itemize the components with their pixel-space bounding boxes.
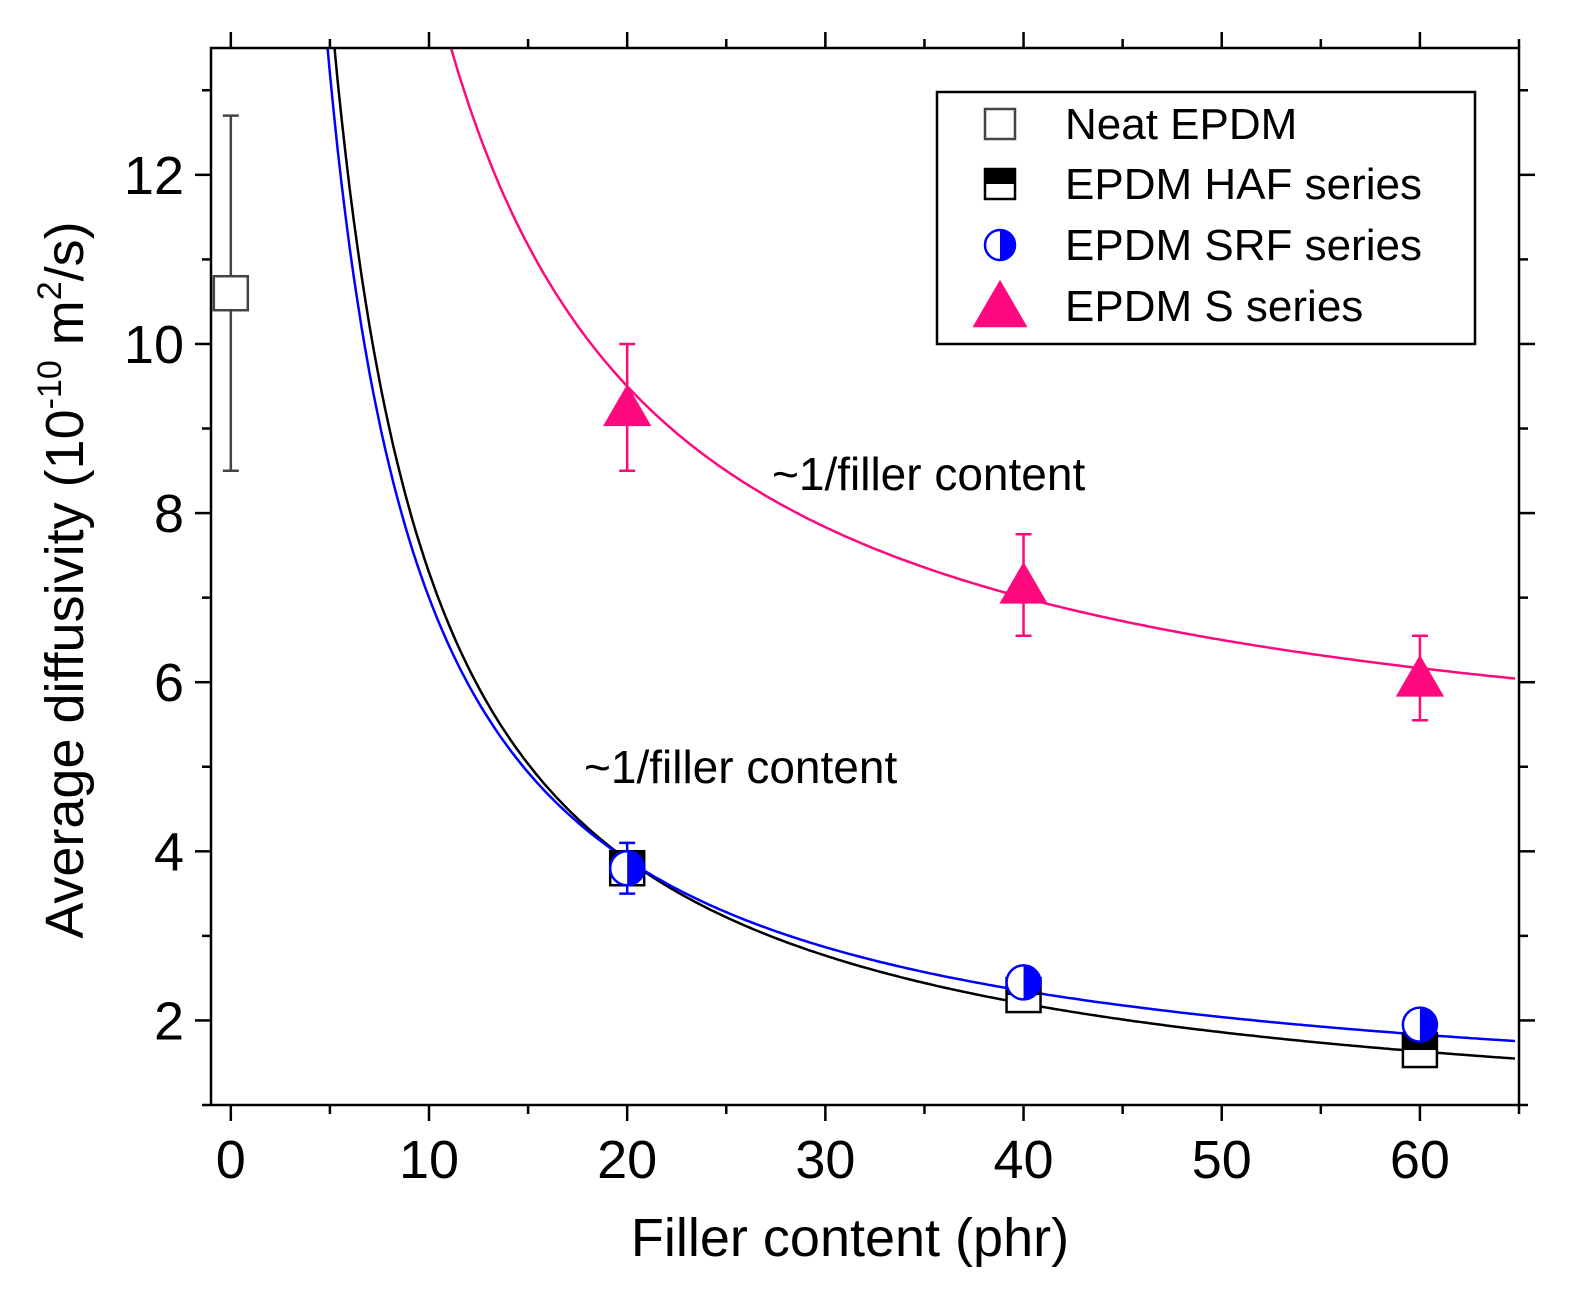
legend-marker-epdm-haf-series	[983, 167, 1017, 201]
y-tick-label: 6	[154, 653, 184, 713]
x-axis-title: Filler content (phr)	[631, 1208, 1069, 1268]
y-tick-label: 8	[154, 484, 184, 544]
legend-label-s: EPDM S series	[1065, 282, 1363, 331]
x-tick-label: 0	[216, 1130, 246, 1190]
y-axis-title-main: Average diffusivity (10	[35, 409, 95, 938]
marker-epdm-s-series	[1395, 654, 1445, 697]
plot-frame	[209, 46, 1521, 1107]
fit-curve-epdm-haf-series	[333, 48, 1516, 1060]
y-tick-label: 12	[124, 146, 184, 206]
y-axis-title-exponent: -10	[31, 360, 69, 409]
fit-curve-epdm-s-series	[449, 48, 1516, 680]
legend-marker-epdm-srf-series	[983, 228, 1017, 262]
marker-epdm-srf-series	[1401, 1006, 1439, 1043]
fit-curve-epdm-srf-series	[326, 48, 1516, 1043]
legend-markers	[972, 107, 1028, 328]
marker-epdm-s-series	[602, 384, 652, 427]
legend-box	[935, 90, 1477, 346]
x-tick-label: 10	[399, 1130, 459, 1190]
legend-marker-epdm-s-series	[972, 279, 1028, 328]
x-tick-label: 40	[994, 1130, 1054, 1190]
marker-epdm-s-series	[999, 561, 1048, 604]
x-tick-label: 20	[597, 1130, 657, 1190]
axis-ticks: 0 10 20 30 40 50 60 2 4 6 8 10 12	[124, 32, 1535, 1190]
legend-label-haf: EPDM HAF series	[1065, 160, 1422, 209]
x-tick-label: 60	[1390, 1130, 1450, 1190]
fit-curves	[326, 48, 1516, 1060]
y-axis-title-unit-exponent: 2	[31, 281, 69, 300]
legend: Neat EPDM EPDM HAF series EPDM SRF serie…	[935, 90, 1477, 346]
data-points	[212, 114, 1445, 1069]
legend-label-neat: Neat EPDM	[1065, 100, 1297, 149]
x-tick-label: 30	[795, 1130, 855, 1190]
y-tick-label: 2	[154, 991, 184, 1051]
marker-neat-epdm	[212, 274, 250, 312]
y-tick-label: 4	[154, 822, 184, 882]
legend-label-srf: EPDM SRF series	[1065, 221, 1422, 270]
annotation-black-series: ~1/filler content	[584, 741, 897, 793]
y-tick-label: 10	[124, 315, 184, 375]
y-axis-title: Average diffusivity (10-10 m2/s)	[31, 221, 95, 938]
marker-epdm-srf-series	[1005, 964, 1042, 1001]
legend-marker-neat-epdm	[983, 107, 1017, 141]
y-axis-title-unit: m	[35, 300, 95, 360]
x-tick-label: 50	[1192, 1130, 1252, 1190]
marker-epdm-srf-series	[608, 849, 646, 887]
annotation-s-series: ~1/filler content	[772, 448, 1085, 500]
y-axis-title-end: /s)	[35, 221, 95, 281]
